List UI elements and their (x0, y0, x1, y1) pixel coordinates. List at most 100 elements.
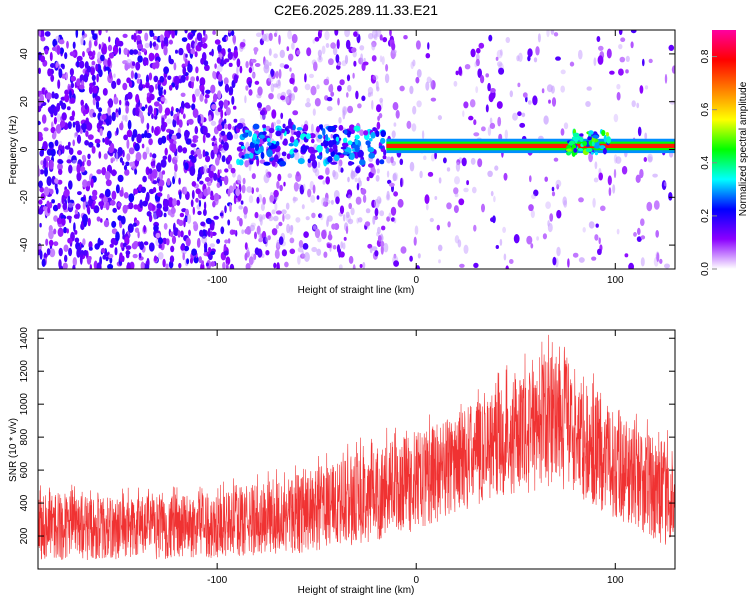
band-blob (320, 142, 325, 147)
noise-speckle (355, 90, 359, 100)
noise-speckle (102, 88, 108, 96)
noise-speckle (57, 227, 64, 237)
noise-speckle (219, 169, 222, 174)
noise-speckle (415, 76, 420, 84)
noise-speckle (82, 109, 86, 117)
noise-speckle (105, 201, 110, 211)
noise-speckle (145, 166, 150, 176)
noise-speckle (117, 215, 123, 221)
noise-speckle (166, 178, 171, 186)
noise-speckle (481, 126, 486, 132)
noise-speckle (51, 91, 55, 99)
noise-speckle (135, 30, 139, 35)
noise-speckle (93, 205, 100, 214)
noise-speckle (304, 73, 307, 83)
noise-speckle (57, 179, 63, 185)
noise-speckle (133, 222, 137, 227)
noise-speckle (269, 195, 275, 203)
noise-speckle (182, 252, 185, 261)
noise-speckle (275, 210, 282, 215)
noise-speckle (61, 218, 66, 226)
noise-speckle (546, 84, 553, 93)
noise-speckle (237, 174, 242, 184)
y-tick-label: 800 (19, 428, 30, 445)
noise-speckle (111, 80, 117, 89)
noise-speckle (217, 44, 222, 53)
noise-speckle (44, 167, 48, 177)
noise-speckle (303, 231, 309, 239)
noise-speckle (68, 164, 73, 174)
y-tick-label: -40 (19, 237, 30, 252)
noise-speckle (185, 208, 189, 216)
colorbar-tick-label: 0.6 (700, 102, 711, 116)
band-blob (260, 151, 265, 160)
noise-speckle (147, 105, 153, 115)
noise-speckle (463, 101, 469, 109)
band-blob (286, 125, 293, 129)
noise-speckle (45, 92, 52, 100)
noise-speckle (245, 85, 249, 91)
noise-speckle (317, 55, 323, 63)
noise-speckle (157, 192, 163, 198)
noise-speckle (49, 51, 53, 62)
noise-speckle (265, 250, 270, 256)
noise-speckle (529, 175, 532, 183)
noise-speckle (455, 70, 459, 76)
noise-speckle (182, 66, 187, 76)
noise-speckle (473, 132, 480, 137)
noise-speckle (102, 43, 107, 54)
noise-speckle (48, 229, 54, 240)
noise-speckle (71, 110, 76, 118)
noise-speckle (196, 75, 199, 82)
noise-speckle (190, 48, 196, 55)
noise-speckle (128, 193, 135, 203)
noise-speckle (233, 118, 238, 123)
noise-speckle (178, 262, 182, 269)
noise-speckle (72, 41, 76, 49)
noise-speckle (578, 49, 583, 60)
noise-speckle (41, 114, 47, 124)
noise-speckle (380, 240, 385, 248)
noise-speckle (600, 205, 606, 212)
noise-speckle (115, 184, 120, 194)
noise-speckle (195, 188, 201, 195)
noise-speckle (245, 61, 249, 69)
noise-speckle (197, 172, 202, 180)
noise-speckle (186, 258, 190, 265)
heatmap-ylabel: Frequency (Hz) (8, 116, 19, 185)
noise-speckle (572, 252, 579, 258)
noise-speckle (591, 256, 597, 261)
noise-speckle (145, 264, 150, 269)
noise-speckle (39, 250, 43, 260)
y-tick-label: -20 (19, 190, 30, 205)
noise-speckle (137, 43, 143, 50)
noise-speckle (478, 42, 485, 49)
noise-speckle (38, 199, 43, 205)
noise-speckle (170, 245, 175, 253)
noise-speckle (210, 165, 216, 172)
noise-speckle (295, 217, 301, 223)
noise-speckle (328, 84, 334, 93)
band-blob (349, 124, 355, 130)
noise-speckle (499, 238, 503, 246)
noise-speckle (542, 233, 548, 240)
noise-speckle (39, 222, 42, 228)
noise-speckle (145, 81, 150, 89)
noise-speckle (148, 72, 153, 81)
band-blob (252, 123, 260, 130)
noise-speckle (598, 172, 603, 181)
noise-speckle (613, 168, 617, 179)
noise-speckle (208, 170, 215, 179)
noise-speckle (495, 56, 499, 61)
noise-speckle (253, 253, 257, 260)
noise-speckle (128, 147, 135, 155)
noise-speckle (56, 45, 61, 55)
noise-speckle (91, 146, 96, 154)
noise-speckle (115, 231, 120, 242)
band-blob (268, 127, 275, 134)
noise-speckle (163, 223, 168, 230)
noise-speckle (592, 197, 596, 208)
noise-speckle (56, 113, 61, 123)
noise-speckle (336, 39, 340, 50)
noise-speckle (72, 257, 78, 267)
